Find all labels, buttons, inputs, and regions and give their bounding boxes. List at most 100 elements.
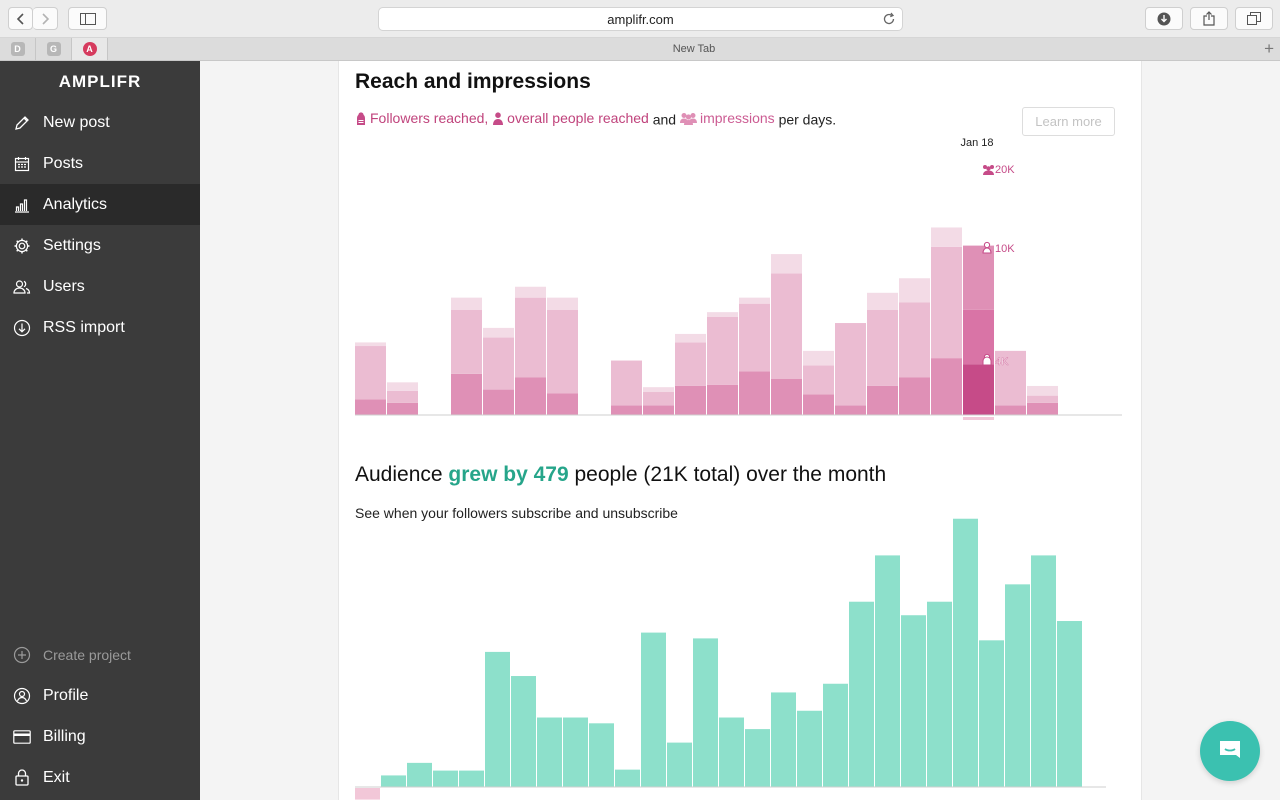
reach-bar-segment[interactable] — [483, 337, 514, 390]
tabs-overview-button[interactable] — [1235, 7, 1273, 30]
audience-bar[interactable] — [355, 788, 380, 800]
sidebar-item-new-post[interactable]: New post — [0, 102, 200, 143]
reach-bar-segment[interactable] — [963, 364, 994, 415]
audience-bar[interactable] — [433, 770, 458, 787]
audience-bar[interactable] — [849, 601, 874, 787]
reach-bar-segment[interactable] — [899, 302, 930, 378]
sidebar-item-billing[interactable]: Billing — [0, 716, 200, 757]
reach-bar-segment[interactable] — [931, 246, 962, 359]
audience-bar[interactable] — [563, 717, 588, 787]
reach-bar-segment[interactable] — [451, 309, 482, 374]
reach-bar-segment[interactable] — [387, 382, 418, 391]
reach-bar-segment[interactable] — [963, 245, 994, 310]
reach-bar-segment[interactable] — [483, 327, 514, 338]
reach-bar-segment[interactable] — [515, 297, 546, 378]
reach-bar-segment[interactable] — [451, 297, 482, 310]
audience-bar[interactable] — [1031, 555, 1056, 787]
audience-bar[interactable] — [1057, 621, 1082, 787]
forward-button[interactable] — [33, 7, 58, 30]
reach-bar-segment[interactable] — [931, 227, 962, 247]
audience-bar[interactable] — [485, 651, 510, 787]
reach-bar-segment[interactable] — [675, 342, 706, 386]
audience-bar[interactable] — [823, 683, 848, 787]
audience-bar[interactable] — [1005, 584, 1030, 787]
audience-bar[interactable] — [979, 640, 1004, 787]
sidebar-item-create-project[interactable]: Create project — [0, 634, 200, 675]
reach-bar-segment[interactable] — [995, 405, 1026, 415]
reach-bar-segment[interactable] — [643, 405, 674, 415]
reach-bar-segment[interactable] — [547, 297, 578, 310]
audience-bar[interactable] — [459, 770, 484, 787]
sidebar-item-settings[interactable]: Settings — [0, 225, 200, 266]
chat-button[interactable] — [1200, 721, 1260, 781]
reach-bar-segment[interactable] — [451, 373, 482, 415]
audience-bar[interactable] — [589, 723, 614, 787]
reach-bar-segment[interactable] — [835, 405, 866, 415]
sidebar-item-rss-import[interactable]: RSS import — [0, 307, 200, 348]
reach-bar-segment[interactable] — [483, 389, 514, 415]
audience-bar[interactable] — [771, 692, 796, 787]
reach-bar-segment[interactable] — [867, 309, 898, 386]
new-tab-icon[interactable]: + — [1264, 39, 1274, 58]
audience-bar[interactable] — [693, 638, 718, 787]
learn-more-button[interactable]: Learn more — [1022, 107, 1115, 136]
reach-bar-segment[interactable] — [771, 254, 802, 274]
address-bar[interactable]: amplifr.com — [378, 7, 903, 31]
reach-bar-segment[interactable] — [803, 394, 834, 415]
audience-bar[interactable] — [797, 710, 822, 787]
reach-bar-segment[interactable] — [611, 405, 642, 415]
reach-bar-segment[interactable] — [1027, 385, 1058, 396]
reach-bar-segment[interactable] — [739, 297, 770, 304]
reach-bar-segment[interactable] — [675, 385, 706, 415]
sidebar-item-analytics[interactable]: Analytics — [0, 184, 200, 225]
reach-bar-segment[interactable] — [707, 316, 738, 385]
audience-bar[interactable] — [875, 555, 900, 787]
audience-bar[interactable] — [641, 632, 666, 787]
reach-bar-segment[interactable] — [1027, 395, 1058, 403]
reach-bar-segment[interactable] — [547, 393, 578, 415]
reach-bar-segment[interactable] — [899, 377, 930, 415]
reach-bar-segment[interactable] — [867, 385, 898, 415]
logo[interactable]: AMPLIFR — [58, 72, 142, 91]
reach-bar-segment[interactable] — [771, 378, 802, 415]
audience-bar[interactable] — [667, 742, 692, 787]
reach-bar-segment[interactable] — [899, 278, 930, 303]
reach-bar-segment[interactable] — [643, 387, 674, 393]
pinned-tab-g[interactable]: G — [36, 38, 72, 60]
reach-bar-segment[interactable] — [803, 365, 834, 395]
audience-bar[interactable] — [745, 729, 770, 787]
reach-bar-segment[interactable] — [515, 286, 546, 298]
reach-bar-segment[interactable] — [803, 350, 834, 366]
audience-bar[interactable] — [953, 518, 978, 787]
reach-bar-segment[interactable] — [387, 402, 418, 415]
reach-bar-segment[interactable] — [387, 390, 418, 403]
reach-bar-segment[interactable] — [707, 384, 738, 415]
sidebar-item-exit[interactable]: Exit — [0, 757, 200, 798]
reach-bar-segment[interactable] — [931, 358, 962, 415]
reach-bar-segment[interactable] — [739, 371, 770, 415]
audience-bar[interactable] — [537, 717, 562, 787]
sidebar-toggle-button[interactable] — [68, 7, 107, 30]
share-button[interactable] — [1190, 7, 1228, 30]
reach-bar-segment[interactable] — [867, 292, 898, 310]
reach-bar-segment[interactable] — [355, 346, 386, 400]
reach-bar-segment[interactable] — [771, 273, 802, 379]
reach-bar-segment[interactable] — [355, 342, 386, 347]
sidebar-item-profile[interactable]: Profile — [0, 675, 200, 716]
reach-bar-segment[interactable] — [739, 303, 770, 372]
downloads-button[interactable] — [1145, 7, 1183, 30]
pinned-tab-amplifr[interactable]: A — [72, 38, 108, 60]
sidebar-item-users[interactable]: Users — [0, 266, 200, 307]
reach-bar-segment[interactable] — [835, 323, 866, 406]
pinned-tab-d[interactable]: D — [0, 38, 36, 60]
reach-bar-segment[interactable] — [643, 392, 674, 406]
reach-bar-segment[interactable] — [611, 360, 642, 406]
reach-bar-segment[interactable] — [355, 399, 386, 415]
audience-bar[interactable] — [381, 775, 406, 787]
active-tab[interactable]: New Tab — [672, 43, 716, 55]
reach-bar-segment[interactable] — [995, 350, 1026, 406]
reach-bar-segment[interactable] — [707, 312, 738, 317]
audience-bar[interactable] — [615, 769, 640, 787]
audience-bar[interactable] — [927, 601, 952, 787]
sidebar-item-posts[interactable]: Posts — [0, 143, 200, 184]
